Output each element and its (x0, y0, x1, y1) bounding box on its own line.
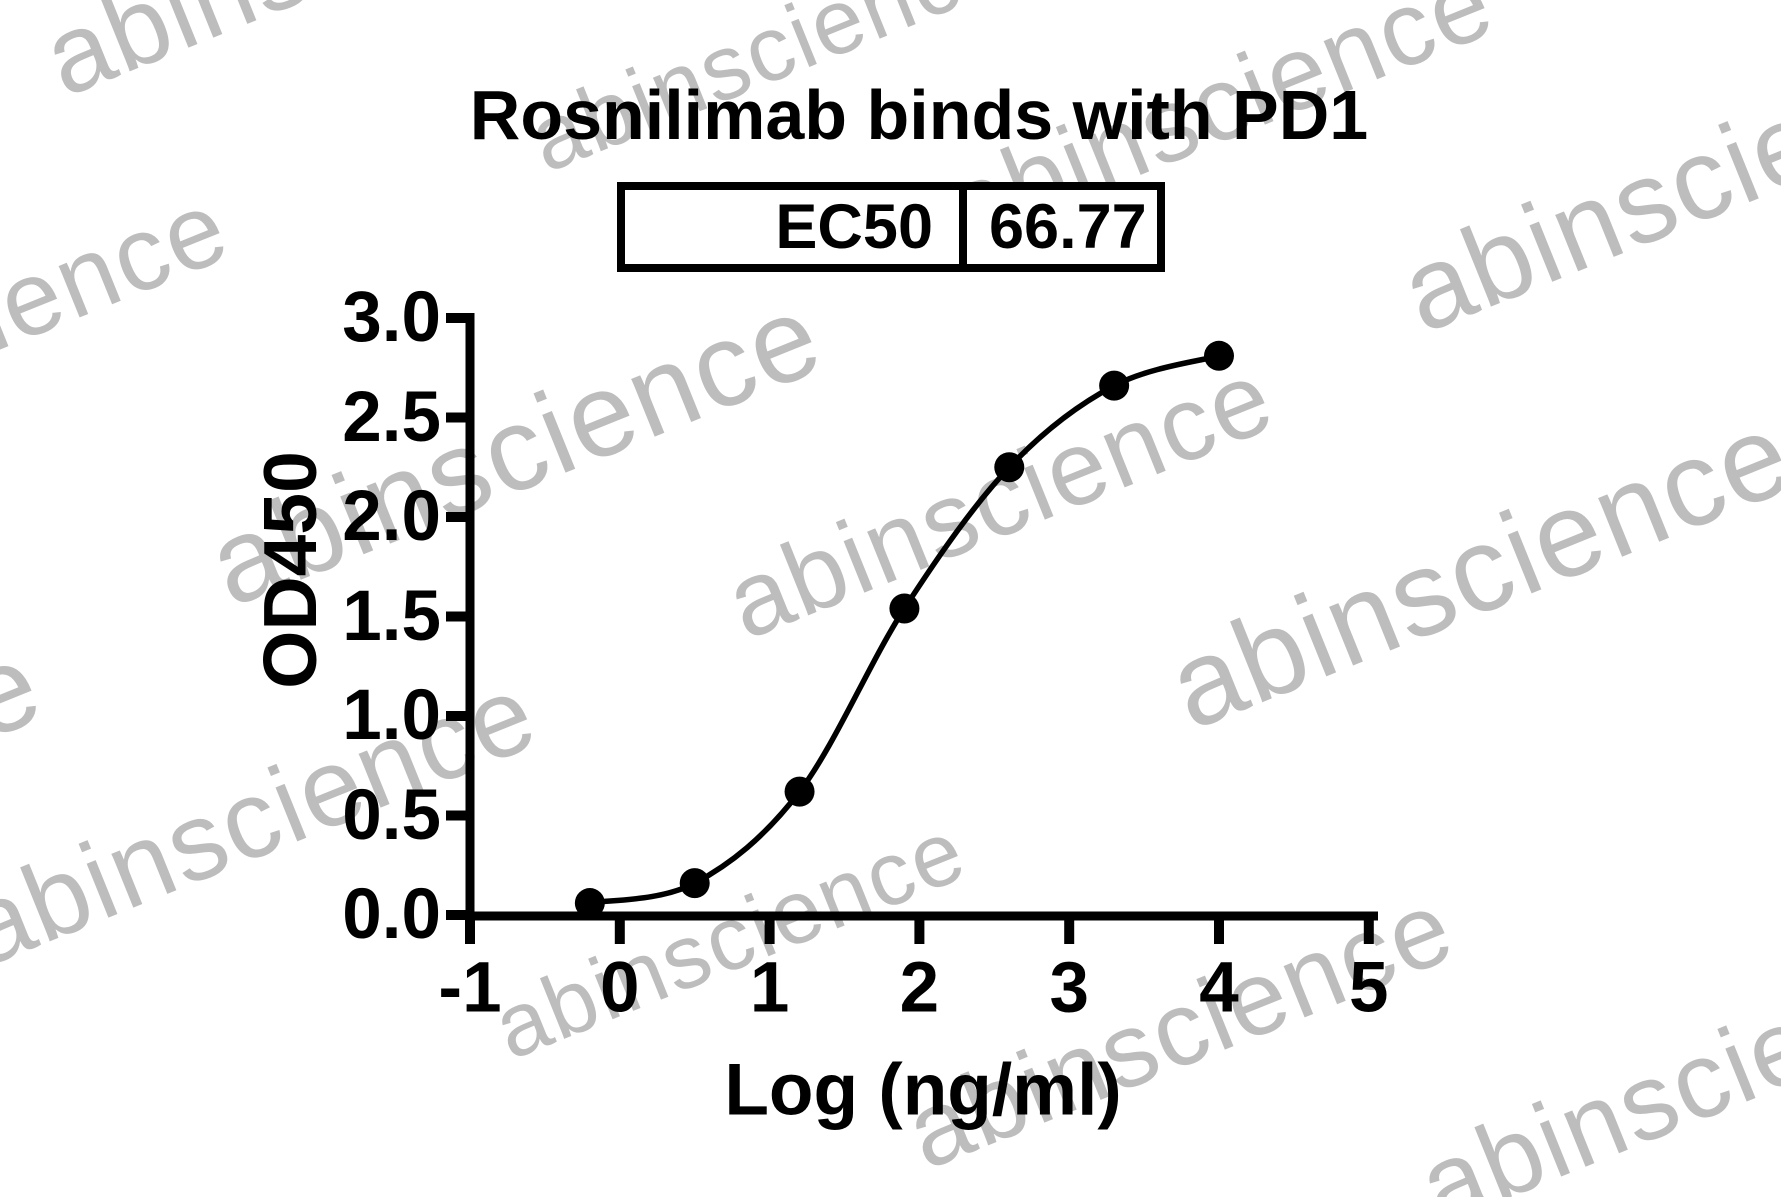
data-point-marker (574, 888, 605, 919)
data-point-marker (679, 868, 710, 899)
data-point-marker (1204, 340, 1234, 371)
data-point-marker (1099, 370, 1130, 401)
x-axis-title: Log (ng/ml) (724, 1049, 1122, 1131)
x-tick-label: 2 (899, 948, 940, 1028)
y-tick-label: 2.5 (342, 377, 441, 457)
y-tick-label: 0.5 (342, 775, 441, 855)
y-tick-label: 1.0 (342, 676, 441, 755)
ec50-table-value-cell: 66.77 (989, 192, 1147, 262)
y-tick-label: 3.0 (342, 278, 441, 357)
x-tick-label: 0 (600, 948, 640, 1028)
data-point-marker (784, 776, 815, 807)
x-tick-label: 4 (1199, 948, 1239, 1028)
data-point-marker (889, 593, 920, 624)
chart-title: Rosnilimab binds with PD1 (469, 76, 1369, 154)
x-tick-label: 1 (749, 948, 790, 1028)
dose-response-curve (589, 353, 1220, 906)
y-tick-label: 2.0 (342, 477, 441, 556)
y-tick-label: 0.0 (342, 875, 441, 954)
data-point-marker (994, 452, 1025, 483)
ec50-table: EC50 66.77 (617, 182, 1165, 272)
ec50-table-label-cell: EC50 (625, 190, 967, 264)
x-tick-label: -1 (438, 948, 502, 1028)
x-tick-label: 3 (1049, 948, 1089, 1028)
x-tick-label: 5 (1349, 948, 1389, 1028)
y-tick-label: 1.5 (342, 576, 441, 656)
